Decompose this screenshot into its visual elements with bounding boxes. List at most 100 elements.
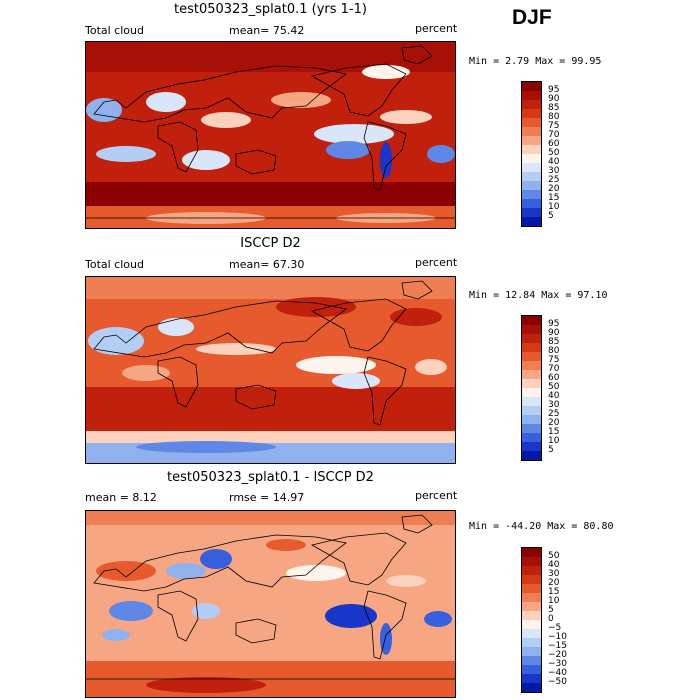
coastline-australia — [235, 384, 277, 410]
colorbar-swatch — [522, 154, 541, 163]
colorbar-label: 15 — [548, 587, 560, 597]
colorbar-swatch — [522, 325, 541, 334]
colorbar-swatch — [522, 352, 541, 361]
panel-3-title: test050323_splat0.1 - ISCCP D2 — [167, 470, 374, 485]
coastlines — [93, 280, 433, 426]
colorbar-swatch — [522, 181, 541, 190]
colorbar-label: 5 — [548, 445, 554, 455]
colorbar-label: 5 — [548, 211, 554, 221]
field-patch — [427, 145, 455, 163]
coastlines — [86, 45, 455, 219]
colorbar-swatch — [522, 557, 541, 566]
field-patch — [201, 112, 251, 128]
colorbar-label: 80 — [548, 346, 560, 356]
colorbar-label: 60 — [548, 373, 560, 383]
colorbar-swatch — [522, 638, 541, 647]
coastline-south-america — [363, 121, 407, 191]
colorbar-swatch — [522, 118, 541, 127]
colorbar-label: −5 — [548, 623, 562, 633]
field-patch — [86, 387, 455, 431]
colorbar-frame — [521, 547, 542, 693]
field-patch — [271, 92, 331, 108]
colorbar-label: 40 — [548, 391, 560, 401]
colorbar-label: 10 — [548, 202, 560, 212]
panel-2-minmax: Min = 12.84 Max = 97.10 — [469, 290, 608, 301]
colorbar-label: 30 — [548, 400, 560, 410]
colorbar-swatch — [522, 433, 541, 442]
field-patch — [386, 575, 426, 587]
colorbar-label: 80 — [548, 112, 560, 122]
colorbar-swatch — [522, 208, 541, 217]
colorbar-label: 90 — [548, 328, 560, 338]
colorbar-swatch — [522, 674, 541, 683]
coastline-africa — [157, 356, 199, 408]
colorbar-swatch — [522, 388, 541, 397]
colorbar-swatch — [522, 127, 541, 136]
panel-2-map — [85, 276, 456, 464]
colorbar-swatch — [522, 566, 541, 575]
colorbar-label: 90 — [548, 94, 560, 104]
colorbar-label: 95 — [548, 319, 560, 329]
coastline-greenland — [401, 45, 433, 65]
coastline-africa — [157, 590, 199, 642]
panel-1-colorbar: 95 90 85 80 75 70 60 50 40 30 25 20 15 10 5 — [521, 79, 581, 228]
colorbar-label: 5 — [548, 605, 554, 615]
coastlines — [86, 514, 455, 680]
coastline-south-america — [363, 356, 407, 426]
field-patch — [362, 65, 410, 79]
field-patch — [380, 142, 392, 178]
field-patch — [332, 373, 380, 389]
colorbar-label: 20 — [548, 184, 560, 194]
colorbar-swatch — [522, 665, 541, 674]
colorbar-swatch — [522, 451, 541, 460]
colorbar-swatch — [522, 334, 541, 343]
colorbar-swatch — [522, 82, 541, 91]
colorbar-label: −10 — [548, 632, 567, 642]
colorbar-label: 40 — [548, 560, 560, 570]
panel-1-title: test050323_splat0.1 (yrs 1-1) — [174, 2, 367, 17]
field-patch — [326, 141, 370, 159]
colorbar-swatch — [522, 397, 541, 406]
colorbar-label: −40 — [548, 668, 567, 678]
panel-3-rmse: rmse = 14.97 — [229, 491, 305, 504]
panel-3-map-svg — [86, 511, 455, 697]
panel-2-mean: mean= 67.30 — [229, 258, 305, 271]
colorbar-label: 50 — [548, 148, 560, 158]
field-patch — [424, 611, 452, 627]
panel-2-map-svg — [86, 277, 455, 463]
colorbar-swatch — [522, 100, 541, 109]
colorbar-label: 75 — [548, 121, 560, 131]
coastline-greenland — [401, 280, 433, 300]
colorbar-label: 20 — [548, 418, 560, 428]
field-patch — [86, 277, 455, 299]
colorbar-label: 70 — [548, 364, 560, 374]
colorbar-swatch — [522, 190, 541, 199]
colorbar-label: −50 — [548, 677, 567, 687]
colorbar-swatch — [522, 575, 541, 584]
field-patch — [86, 98, 122, 122]
colorbar-swatch — [522, 172, 541, 181]
colorbar-label: 95 — [548, 85, 560, 95]
colorbar-frame — [521, 315, 542, 461]
colorbar-swatch — [522, 406, 541, 415]
field-patch — [286, 565, 346, 581]
field-patch — [196, 343, 276, 355]
colorbar-swatch — [522, 145, 541, 154]
colorbar-swatch — [522, 629, 541, 638]
colorbar-label: 10 — [548, 436, 560, 446]
colorbar-swatch — [522, 370, 541, 379]
colorbar-label: −15 — [548, 641, 567, 651]
coastline-north-america — [310, 63, 407, 117]
field-patch — [415, 359, 447, 375]
panel-3-minmax: Min = -44.20 Max = 80.80 — [469, 521, 614, 532]
panel-3-mean: mean = 8.12 — [85, 491, 157, 504]
coastline-africa — [157, 121, 199, 173]
field-patch — [146, 92, 186, 112]
colorbar-swatch — [522, 424, 541, 433]
field-patch — [86, 182, 455, 206]
panel-2-units: percent — [415, 256, 458, 269]
panel-1-field-label: Total cloud — [85, 24, 144, 37]
colorbar-swatch — [522, 343, 541, 352]
field-patch — [192, 603, 220, 619]
field-patch — [146, 677, 266, 693]
